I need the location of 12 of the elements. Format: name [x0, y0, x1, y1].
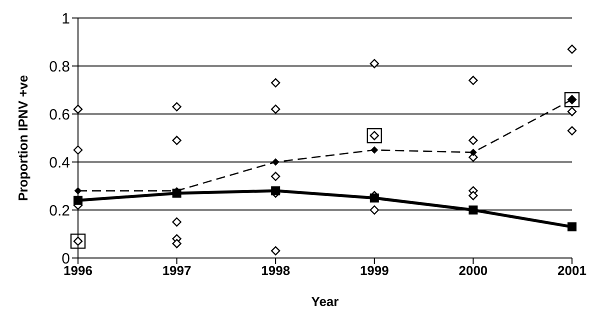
- x-tick-label: 1997: [162, 263, 192, 278]
- y-tick-label: 1: [62, 10, 70, 28]
- x-axis-title: Year: [311, 294, 339, 309]
- x-tick-label: 2001: [558, 263, 586, 278]
- x-tick-label: 2000: [458, 263, 488, 278]
- y-tick-label: 0.6: [49, 106, 70, 124]
- y-tick-label: 0.4: [49, 154, 70, 172]
- x-tick-label: 1998: [261, 263, 290, 278]
- y-tick-label: 0.2: [49, 202, 70, 220]
- x-tick-label: 1999: [360, 263, 389, 278]
- y-tick-label: 0.8: [49, 58, 70, 76]
- y-axis-title: Proportion IPNV +ve: [16, 74, 31, 202]
